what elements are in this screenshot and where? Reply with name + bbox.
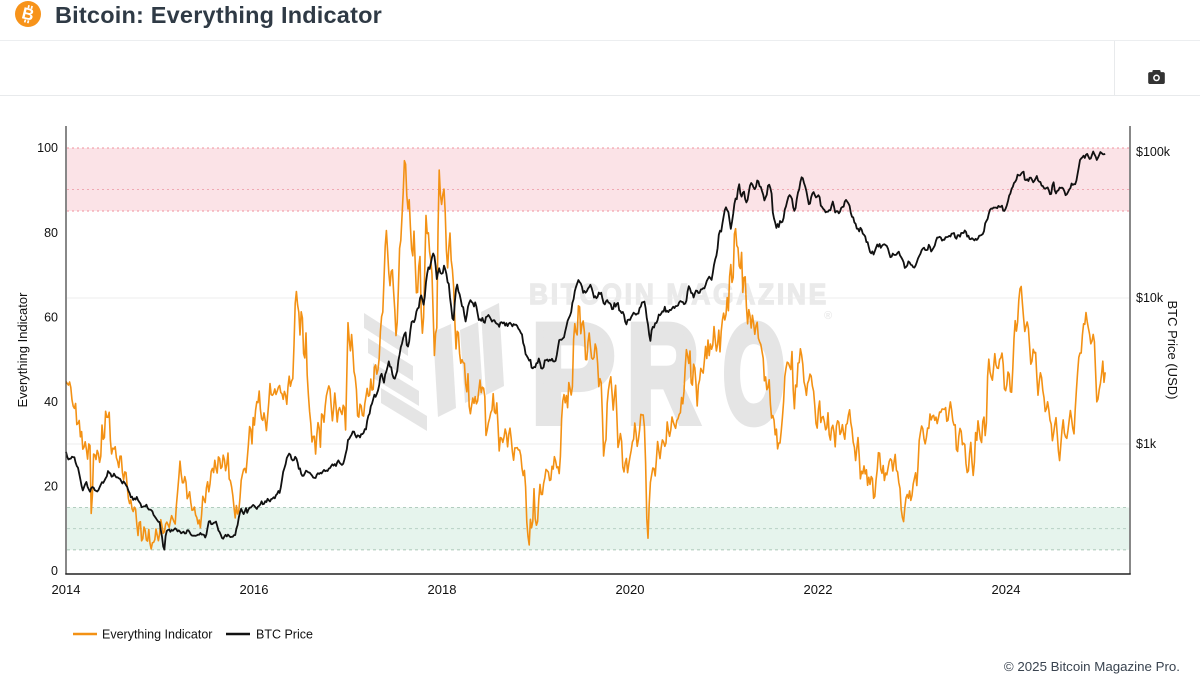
svg-text:$100k: $100k [1136, 145, 1171, 159]
svg-text:$10k: $10k [1136, 291, 1164, 305]
svg-text:Everything Indicator: Everything Indicator [15, 292, 30, 408]
svg-text:© 2025 Bitcoin Magazine Pro.: © 2025 Bitcoin Magazine Pro. [1004, 659, 1180, 674]
svg-text:40: 40 [44, 395, 58, 409]
svg-text:2014: 2014 [52, 582, 81, 597]
svg-text:2016: 2016 [240, 582, 269, 597]
svg-text:2022: 2022 [804, 582, 833, 597]
svg-text:®: ® [824, 310, 832, 322]
svg-text:R: R [627, 295, 699, 452]
svg-text:20: 20 [44, 479, 58, 493]
svg-text:B: B [20, 4, 36, 24]
svg-text:O: O [723, 295, 785, 452]
svg-text:100: 100 [37, 141, 58, 155]
svg-text:BTC Price: BTC Price [256, 628, 313, 642]
svg-text:80: 80 [44, 226, 58, 240]
svg-text:2018: 2018 [428, 582, 457, 597]
svg-text:60: 60 [44, 310, 58, 324]
svg-text:0: 0 [51, 564, 58, 578]
svg-text:BTC Price (USD): BTC Price (USD) [1165, 301, 1180, 400]
svg-text:2024: 2024 [992, 582, 1021, 597]
svg-text:P: P [531, 295, 615, 452]
svg-text:Everything Indicator: Everything Indicator [102, 628, 212, 642]
svg-text:$1k: $1k [1136, 437, 1157, 451]
svg-text:2020: 2020 [616, 582, 645, 597]
